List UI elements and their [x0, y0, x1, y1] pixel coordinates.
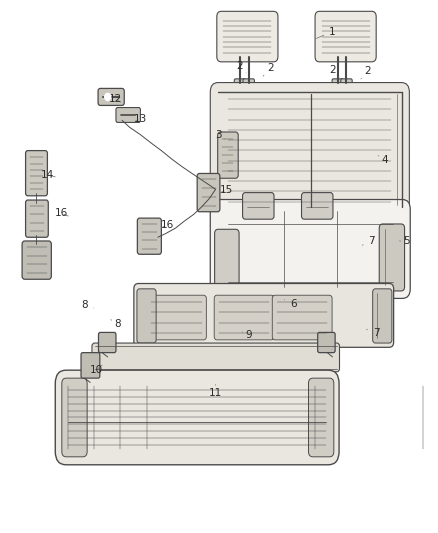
Text: 11: 11: [209, 384, 222, 398]
FancyBboxPatch shape: [243, 192, 274, 219]
Text: 1: 1: [316, 27, 336, 38]
FancyBboxPatch shape: [245, 85, 253, 92]
FancyBboxPatch shape: [81, 353, 100, 378]
Text: 8: 8: [81, 300, 93, 310]
FancyBboxPatch shape: [98, 88, 124, 106]
Text: 10: 10: [89, 365, 102, 375]
FancyBboxPatch shape: [62, 378, 87, 457]
Text: 5: 5: [399, 236, 410, 246]
FancyBboxPatch shape: [217, 11, 278, 62]
FancyBboxPatch shape: [315, 11, 376, 62]
FancyBboxPatch shape: [22, 241, 51, 279]
Circle shape: [105, 93, 111, 101]
FancyBboxPatch shape: [318, 333, 335, 353]
Text: 4: 4: [378, 155, 388, 165]
FancyBboxPatch shape: [134, 284, 394, 348]
Text: 2: 2: [263, 63, 273, 76]
Text: 3: 3: [215, 130, 224, 140]
FancyBboxPatch shape: [379, 224, 405, 291]
Text: 9: 9: [242, 329, 252, 340]
FancyBboxPatch shape: [236, 85, 244, 92]
FancyBboxPatch shape: [373, 289, 392, 343]
FancyBboxPatch shape: [92, 343, 339, 372]
FancyBboxPatch shape: [308, 378, 334, 457]
FancyBboxPatch shape: [332, 79, 343, 88]
FancyBboxPatch shape: [301, 192, 333, 219]
FancyBboxPatch shape: [272, 295, 332, 340]
Text: 7: 7: [362, 236, 375, 246]
FancyBboxPatch shape: [234, 79, 246, 88]
Text: 15: 15: [220, 185, 233, 195]
Text: 2: 2: [329, 65, 339, 77]
FancyBboxPatch shape: [214, 295, 274, 340]
FancyBboxPatch shape: [210, 199, 410, 298]
FancyBboxPatch shape: [334, 85, 342, 92]
FancyBboxPatch shape: [99, 333, 116, 353]
Text: 2: 2: [361, 67, 371, 79]
FancyBboxPatch shape: [55, 370, 339, 465]
Text: 7: 7: [367, 328, 379, 338]
FancyBboxPatch shape: [343, 85, 350, 92]
Text: 8: 8: [111, 319, 121, 329]
FancyBboxPatch shape: [25, 151, 47, 196]
Text: 14: 14: [41, 170, 55, 180]
FancyBboxPatch shape: [116, 108, 141, 123]
FancyBboxPatch shape: [210, 83, 410, 219]
FancyBboxPatch shape: [218, 132, 238, 178]
FancyBboxPatch shape: [138, 218, 161, 254]
FancyBboxPatch shape: [147, 295, 206, 340]
Text: 16: 16: [161, 220, 174, 230]
Text: 16: 16: [54, 208, 68, 219]
Text: 2: 2: [237, 61, 246, 73]
FancyBboxPatch shape: [25, 200, 48, 237]
Text: 13: 13: [134, 114, 147, 124]
FancyBboxPatch shape: [197, 173, 220, 212]
Text: 6: 6: [285, 298, 297, 309]
FancyBboxPatch shape: [137, 289, 156, 343]
FancyBboxPatch shape: [341, 79, 352, 88]
FancyBboxPatch shape: [243, 79, 254, 88]
Text: 12: 12: [109, 94, 122, 104]
FancyBboxPatch shape: [215, 229, 239, 291]
